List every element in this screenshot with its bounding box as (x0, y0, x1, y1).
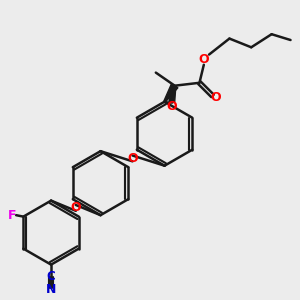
Text: O: O (211, 92, 221, 104)
Text: O: O (167, 100, 177, 113)
Text: N: N (46, 284, 56, 296)
Text: O: O (127, 152, 138, 165)
Polygon shape (169, 85, 176, 102)
Polygon shape (164, 84, 178, 102)
Text: F: F (8, 209, 16, 222)
Text: O: O (70, 201, 81, 214)
Text: C: C (47, 270, 56, 284)
Text: O: O (199, 53, 209, 66)
